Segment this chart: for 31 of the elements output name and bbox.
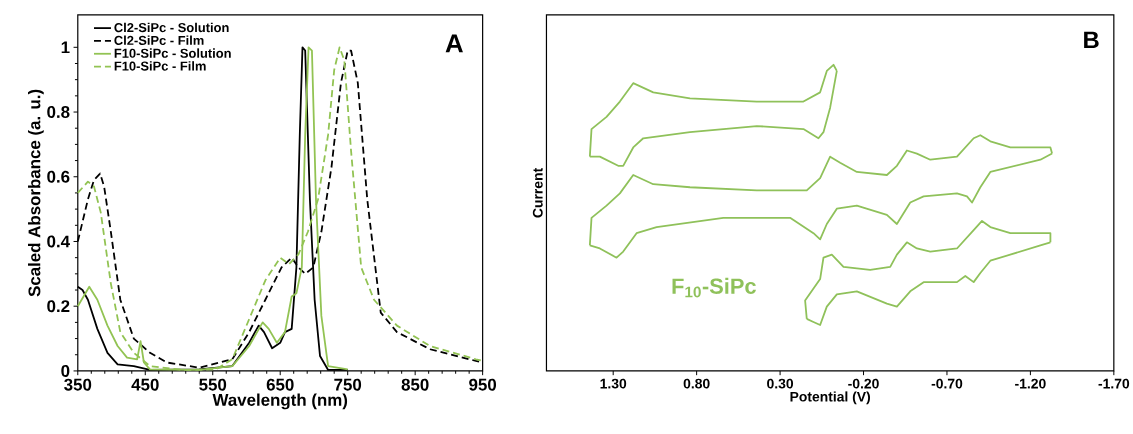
y-tick-label: 0.4: [47, 235, 70, 248]
x-tick-label: 750: [334, 378, 362, 391]
x-tick-label: -0.70: [931, 378, 963, 389]
x-tick-label: -1.20: [1015, 378, 1046, 389]
annotation: A: [445, 34, 463, 53]
y-tick-label: 0.6: [47, 170, 70, 183]
x-tick-label: -0.20: [848, 378, 879, 389]
x-tick-label: 350: [64, 378, 92, 391]
y-tick-label: 1: [61, 41, 70, 54]
x-tick-label: 1.30: [600, 378, 627, 389]
y-axis-title: Current: [532, 168, 543, 218]
x-tick-label: 0.30: [767, 378, 794, 389]
legend-label: Cl2-SiPc - Solution: [114, 22, 229, 33]
x-tick-label: 650: [266, 378, 294, 391]
y-tick-label: 0.8: [47, 106, 70, 119]
legend-label: F10-SiPc - Film: [114, 61, 206, 71]
annotation: F$_{10}$-SiPc: [672, 277, 756, 298]
y-tick-label: 0.2: [47, 300, 70, 313]
x-tick-label: 450: [131, 378, 159, 391]
legend-label: F10-SiPc - Solution: [114, 48, 231, 58]
x-tick-label: 950: [469, 378, 497, 391]
legend-label: Cl2-SiPc - Film: [114, 35, 204, 46]
x-tick-label: -1.70: [1098, 378, 1130, 389]
y-tick-label: 0: [61, 365, 70, 378]
x-tick-label: 550: [199, 378, 227, 391]
x-tick-label: 850: [401, 378, 429, 391]
x-tick-label: 0.80: [683, 378, 710, 389]
y-axis-title: Scaled Absorbance (a. u.): [28, 89, 44, 297]
text: B: [1084, 31, 1099, 49]
x-axis-title: Wavelength (nm): [212, 393, 348, 410]
x-axis-title: Potential (V): [790, 391, 871, 405]
